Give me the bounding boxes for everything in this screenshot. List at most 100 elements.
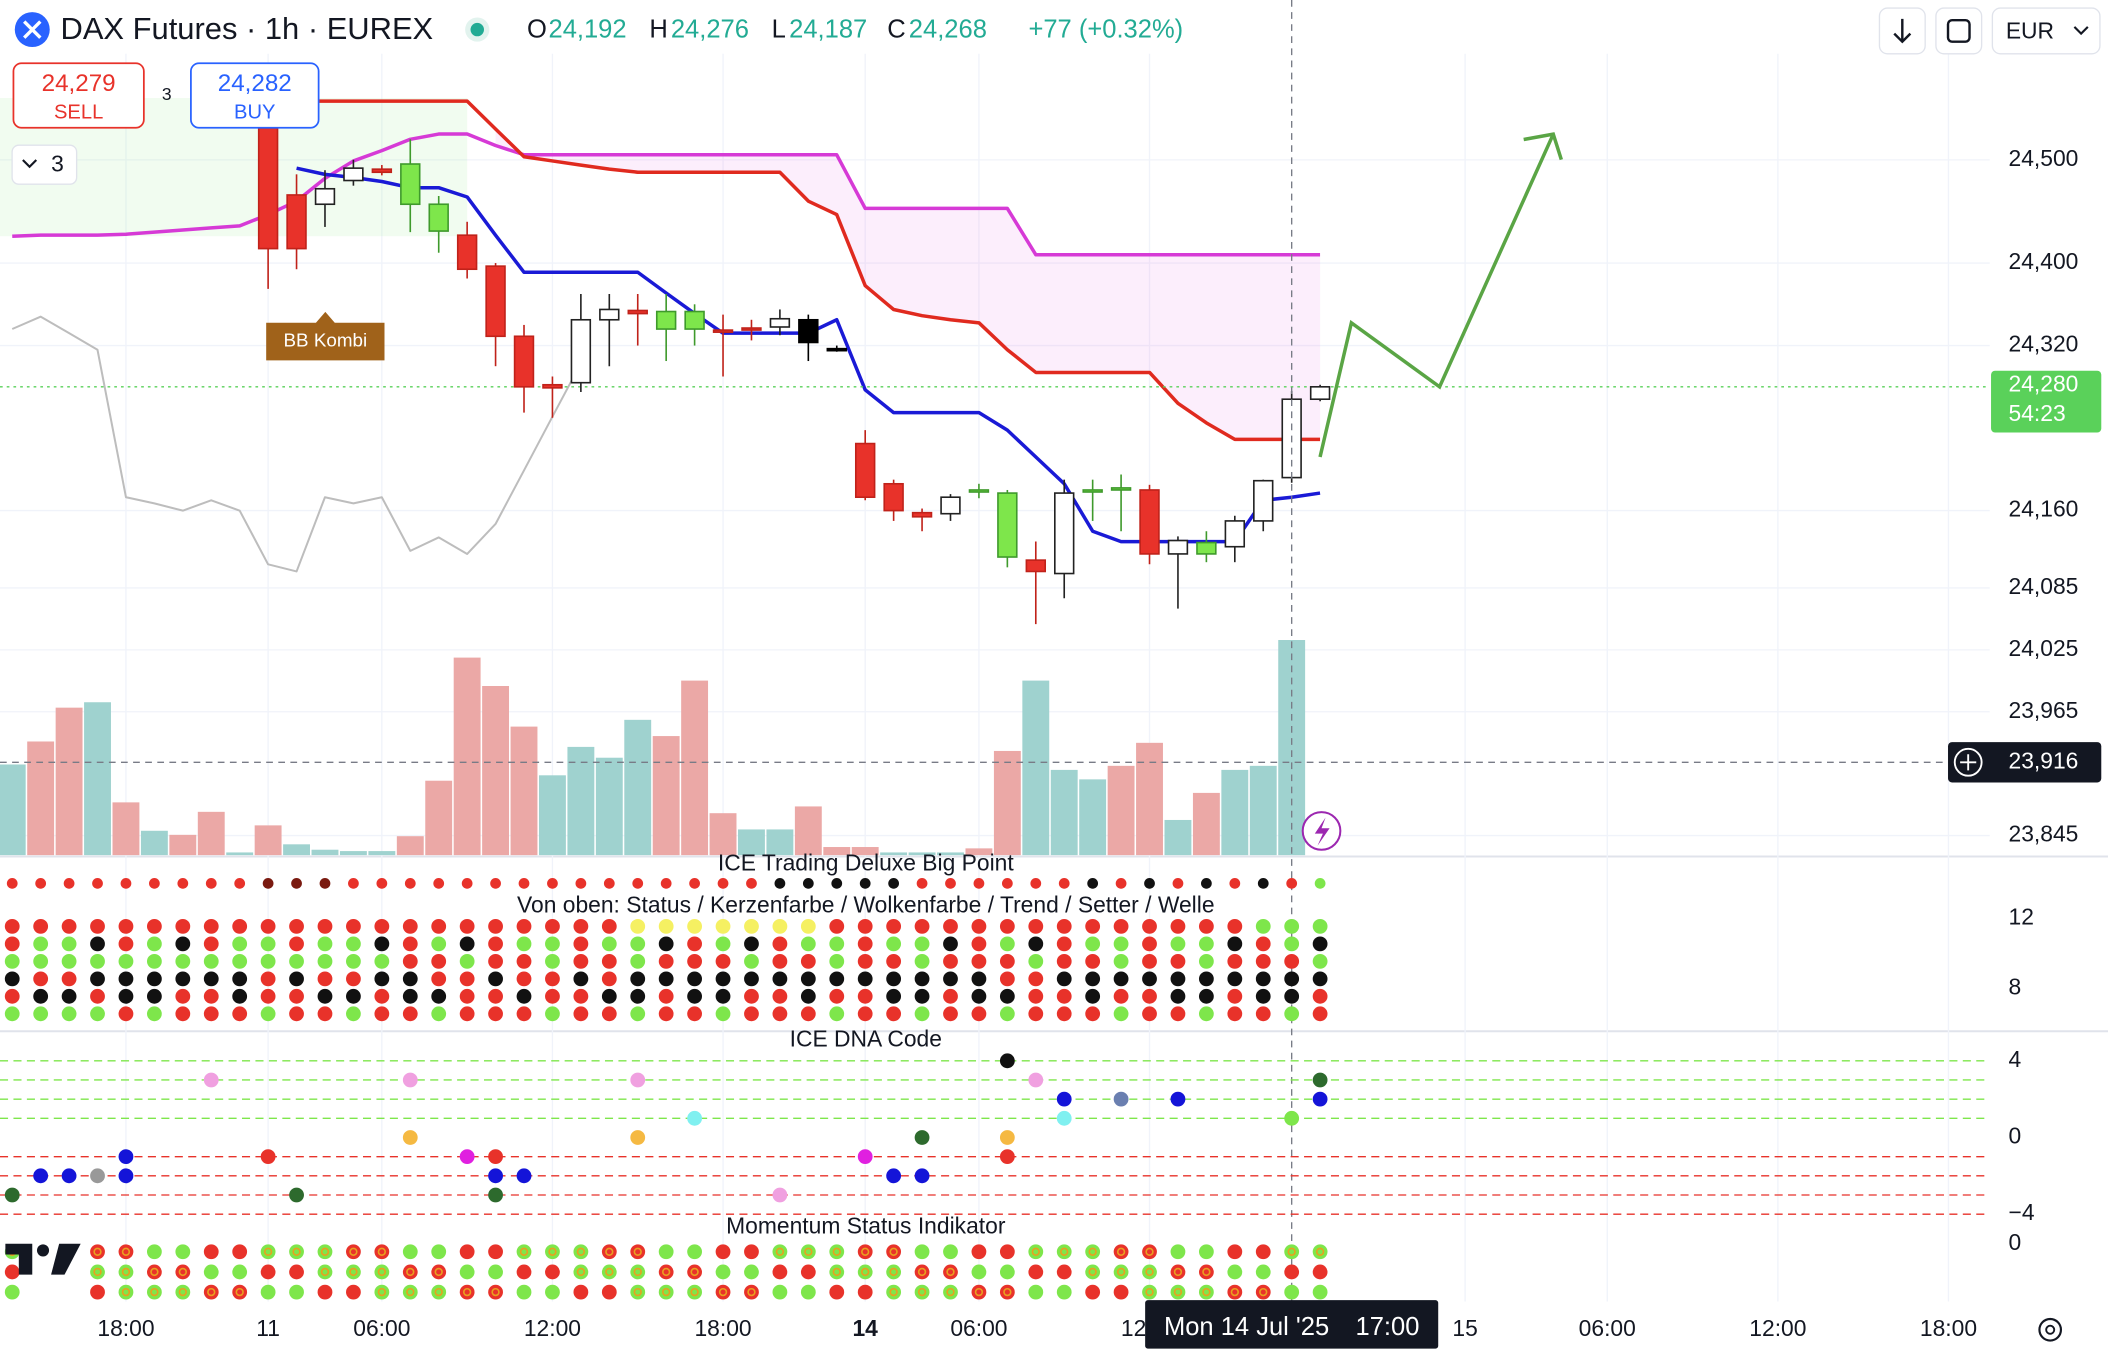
status-dot [402,971,418,987]
momentum-dot [886,1284,902,1300]
momentum-dot [1255,1284,1271,1300]
status-dot [1198,988,1214,1004]
dna-point [4,1187,20,1203]
status-dot [203,1006,219,1022]
momentum-dot [1198,1244,1214,1260]
status-dot [943,971,958,987]
status-dot [630,988,646,1004]
status-dot [800,919,816,934]
status-dot [6,877,18,889]
download-icon [1893,18,1912,44]
volume-bar [1221,769,1249,856]
momentum-dot [402,1284,418,1300]
momentum-dot [317,1264,333,1280]
momentum-dot [857,1244,873,1260]
momentum-dot [232,1244,248,1260]
status-dot [4,919,20,934]
status-dot [886,953,902,969]
momentum-dot [999,1264,1015,1280]
momentum-dot [971,1284,987,1300]
status-dot [1028,936,1044,952]
momentum-dot-ring [718,1287,728,1297]
status-dot [317,953,333,969]
status-dot [800,988,816,1004]
volume-bar [254,825,282,856]
status-dot [715,919,731,934]
status-dot [1170,953,1186,969]
momentum-dot [772,1264,788,1280]
currency-label: EUR [2006,17,2054,43]
status-dot [1028,919,1044,934]
momentum-dot [402,1244,418,1260]
status-dot [1284,919,1300,934]
fullscreen-button[interactable] [1935,7,1983,55]
momentum-dot-ring [1259,1287,1268,1297]
settings-glyph [2045,1324,2056,1335]
volume-bar [453,657,481,856]
x-tick-label: 15 [1452,1315,1477,1341]
volume-bar [595,757,623,856]
status-dot [61,953,77,969]
volume-bar [311,849,339,856]
status-dot [260,971,276,987]
symbol-title[interactable]: DAX Futures · 1h · EUREX [60,11,433,46]
status-dot [829,988,845,1004]
dna-point [914,1130,930,1145]
settings-button[interactable] [2038,1317,2063,1342]
status-dot [715,988,731,1004]
status-dot [175,1006,191,1022]
dna-point [402,1130,418,1145]
momentum-dot-ring [576,1267,586,1277]
momentum-dot-ring [1088,1267,1097,1277]
status-dot [260,953,276,969]
dna-point [1312,1072,1328,1088]
status-dot [1030,877,1042,889]
status-dot [800,971,816,987]
volume-bar [1192,792,1220,856]
momentum-dot [1312,1264,1328,1280]
x-tick-label: 06:00 [950,1315,1007,1341]
status-dot [829,971,845,987]
ohlc-label: O [527,16,547,44]
sell-button[interactable] [12,62,145,129]
currency-button[interactable] [1991,7,2101,55]
candle-body [1054,492,1075,575]
status-dot [545,971,560,987]
dna-point [687,1110,702,1126]
momentum-dot-ring [1145,1247,1154,1256]
momentum-dot-ring [377,1267,387,1277]
status-dot [943,919,958,934]
momentum-dot [800,1284,816,1300]
status-dot [744,971,759,987]
volume-bar [624,719,652,856]
momentum-dot-ring [377,1247,387,1256]
status-dot [914,936,930,952]
quantity-button[interactable] [11,144,78,185]
buy-button[interactable] [190,62,320,129]
status-dot [319,877,331,889]
momentum-dot [146,1264,162,1280]
status-dot [1028,953,1044,969]
momentum-dot-ring [292,1247,301,1256]
logo [51,1243,81,1275]
status-dot [857,971,873,987]
momentum-dot-ring [1230,1287,1239,1297]
y-tick-label: 24,085 [2009,573,2079,599]
momentum-dot-ring [349,1267,358,1277]
x-tick-label: 18:00 [694,1315,751,1341]
status-dot [402,936,418,952]
momentum-dot [744,1264,759,1280]
status-dot [886,919,902,934]
status-dot [433,877,445,889]
status-dot [404,877,416,889]
status-dot [886,1006,902,1022]
momentum-dot [999,1244,1015,1260]
candle-body [854,442,876,499]
y-tick-label: 4 [2009,1046,2022,1072]
candle-body [655,310,677,330]
momentum-dot-ring [861,1267,870,1277]
ohlc-label: H [649,16,667,44]
volume-bar [1278,640,1306,856]
momentum-dot [1255,1264,1271,1280]
status-dot [1170,919,1186,934]
